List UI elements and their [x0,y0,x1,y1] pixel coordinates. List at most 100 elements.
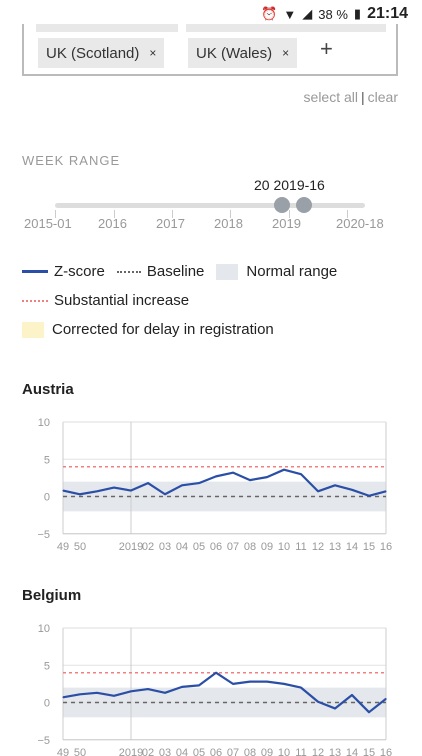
chip-partial [186,24,386,32]
slider-end-handle[interactable] [296,197,312,213]
slider-tick-label: 2020-18 [336,216,384,231]
x-tick-label: 13 [329,541,341,553]
zscore-point [334,484,336,486]
zscore-point [249,479,251,481]
battery-icon: ▮ [353,6,362,21]
slider-tick-label: 2016 [98,216,127,231]
country-filter-box[interactable]: UK (Scotland) × UK (Wales) × + [22,24,398,76]
legend-label: Corrected for delay in registration [52,321,274,338]
slider-tick-label: 2018 [214,216,243,231]
zscore-point [368,711,370,713]
country-chip-wales[interactable]: UK (Wales) × [188,38,298,68]
zscore-point [351,694,353,696]
week-range-slider[interactable] [55,203,365,208]
remove-chip-icon[interactable]: × [282,46,290,60]
x-tick-label: 08 [244,541,256,553]
legend-substantial-increase: Substantial increase [22,292,189,309]
x-tick-label: 10 [278,541,290,553]
x-tick-label: 02 [142,747,154,756]
x-tick-label: 06 [210,541,222,553]
x-tick-label: 02 [142,541,154,553]
zscore-point [96,692,98,694]
zscore-point [79,493,81,495]
slider-tick [114,210,115,218]
x-tick-label: 05 [193,541,205,553]
zscore-point [130,690,132,692]
legend-label: Baseline [146,263,205,280]
x-tick-label: 50 [74,747,86,756]
chart-title-austria: Austria [22,381,74,398]
x-tick-label: 15 [363,747,375,756]
alarm-icon: ⏰ [261,6,278,21]
x-tick-label: 07 [227,747,239,756]
x-tick-label: 49 [57,747,69,756]
add-country-button[interactable]: + [320,36,333,61]
slider-tick [289,210,290,218]
zscore-point [147,688,149,690]
legend-baseline: Baseline [116,263,205,280]
x-tick-label: 12 [312,747,324,756]
zscore-point [368,495,370,497]
legend-zscore: Z-score [22,263,105,280]
zscore-point [198,482,200,484]
y-tick-label: −5 [37,735,50,747]
slider-tick-label: 2015-01 [24,216,72,231]
select-all-link[interactable]: select all [303,89,358,105]
zscore-point [351,489,353,491]
zscore-point [232,472,234,474]
normal-range-swatch [216,263,239,280]
legend-row-2: Substantial increase [22,292,201,309]
zscore-point [300,473,302,475]
x-tick-label: 2019 [119,747,143,756]
zscore-point [113,695,115,697]
zscore-point [266,681,268,683]
y-tick-label: 10 [38,417,50,429]
zscore-point [334,707,336,710]
x-tick-label: 08 [244,747,256,756]
zscore-point [215,475,217,477]
x-tick-label: 03 [159,541,171,553]
range-start-value: 20 [254,177,270,193]
zscore-point [198,684,200,686]
zscore-point [113,486,115,489]
slider-tick-label: 2017 [156,216,185,231]
zscore-point [317,490,319,492]
x-tick-label: 05 [193,747,205,756]
slider-start-handle[interactable] [274,197,290,213]
remove-chip-icon[interactable]: × [149,46,157,60]
legend-label: Substantial increase [54,292,190,309]
zscore-line [62,468,387,497]
x-tick-label: 04 [176,747,188,756]
slider-tick [347,210,348,218]
x-tick-label: 06 [210,747,222,756]
baseline-swatch [116,270,141,273]
x-tick-label: 09 [261,541,273,553]
x-tick-label: 16 [380,541,392,553]
range-end-value: 2019-16 [273,177,325,193]
separator: | [361,89,365,105]
zscore-point [283,683,285,685]
zscore-point [232,683,234,685]
x-tick-label: 03 [159,747,171,756]
week-range-value: 20 2019-16 [254,177,325,193]
signal-icon: ◢ [302,6,313,21]
x-tick-label: 16 [380,747,392,756]
zscore-point [79,693,81,695]
zscore-point [130,489,132,492]
country-chip-scotland[interactable]: UK (Scotland) × [38,38,165,68]
zscore-point [147,482,149,484]
slider-tick [172,210,173,218]
zscore-point [164,493,166,495]
legend-label: Z-score [54,263,105,280]
zscore-point [300,687,302,689]
x-tick-label: 50 [74,541,86,553]
y-tick-label: 5 [44,454,50,466]
zscore-point [181,484,183,486]
week-range-label: WEEK RANGE [22,153,121,168]
zscore-point [385,698,387,700]
x-tick-label: 13 [329,747,341,756]
x-tick-label: 12 [312,541,324,553]
clear-link[interactable]: clear [367,89,398,105]
slider-tick [230,210,231,218]
